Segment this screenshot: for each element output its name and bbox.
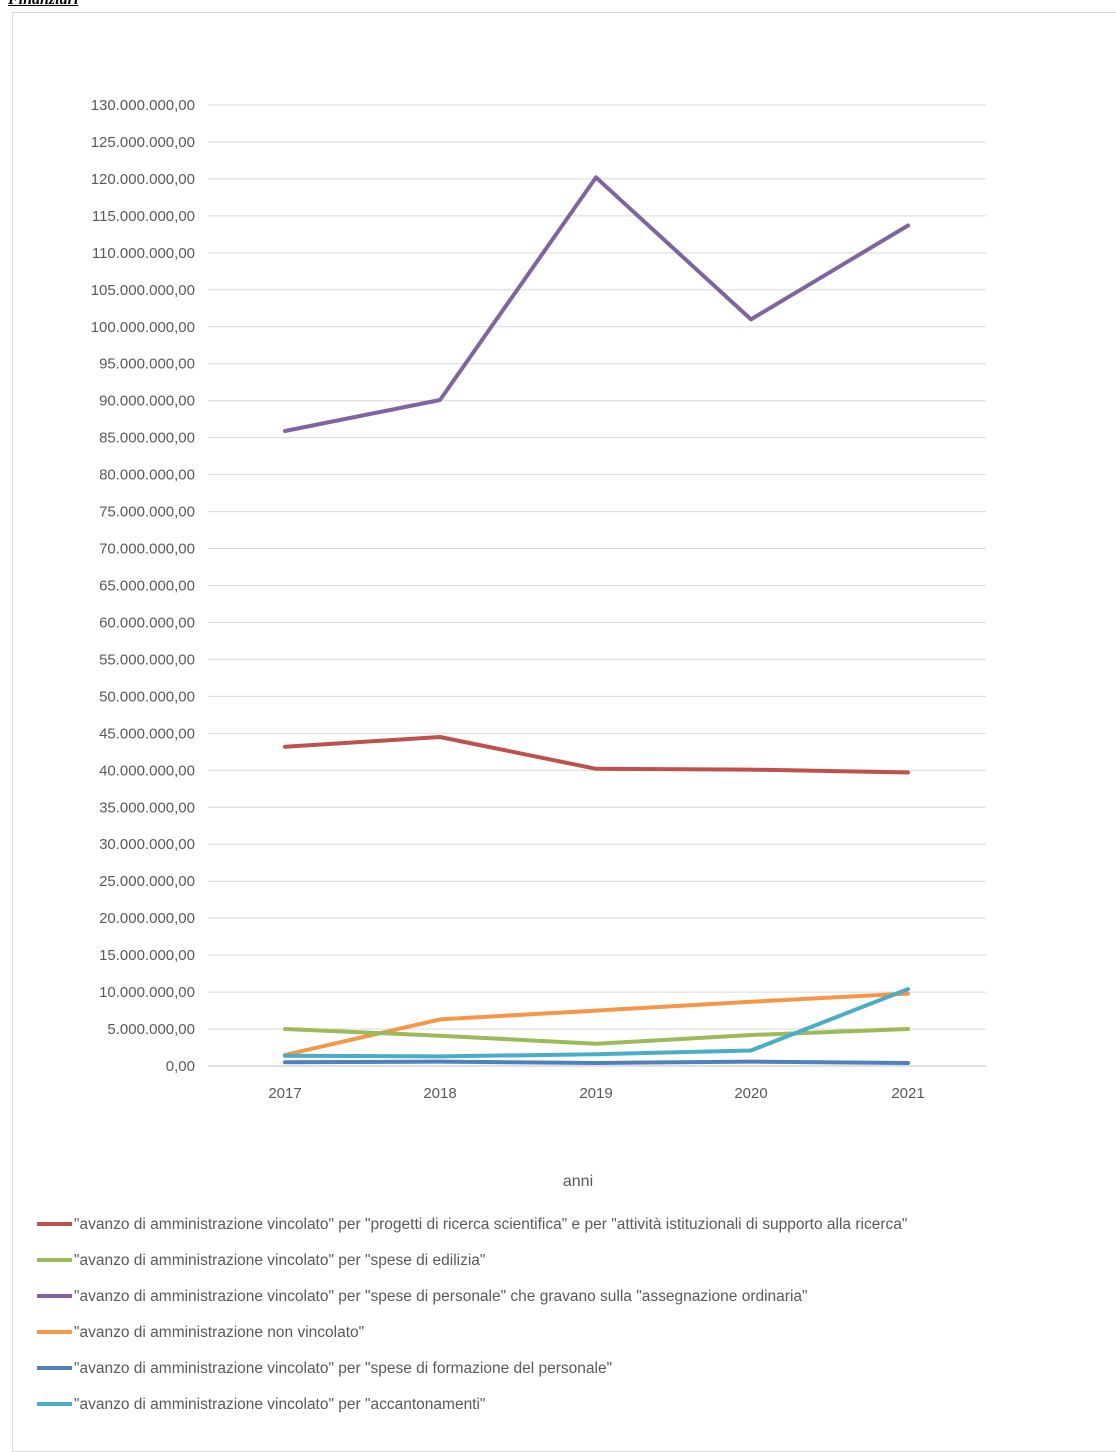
series-lines	[283, 175, 910, 1065]
y-tick-label: 90.000.000,00	[99, 393, 195, 410]
y-tick-label: 35.000.000,00	[99, 799, 195, 816]
series-line	[283, 1027, 910, 1046]
legend-label: "avanzo di amministrazione non vincolato…	[74, 1324, 364, 1341]
x-tick-label: 2018	[423, 1085, 456, 1102]
y-tick-label: 125.000.000,00	[91, 134, 195, 151]
y-tick-label: 0,00	[166, 1058, 195, 1075]
x-axis-ticks: 2017 2018 2019 2020 2021	[268, 1085, 924, 1102]
x-tick-label: 2019	[579, 1085, 612, 1102]
y-tick-label: 70.000.000,00	[99, 541, 195, 558]
y-tick-label: 130.000.000,00	[91, 97, 195, 114]
y-tick-label: 115.000.000,00	[92, 208, 195, 225]
y-tick-label: 60.000.000,00	[99, 614, 195, 631]
y-tick-label: 55.000.000,00	[99, 651, 195, 668]
y-tick-label: 105.000.000,00	[91, 282, 195, 299]
y-axis-ticks: 0,00 5.000.000,00 10.000.000,00 15.000.000,…	[91, 97, 195, 1075]
gridlines	[208, 104, 986, 1067]
y-tick-label: 5.000.000,00	[107, 1021, 195, 1038]
y-tick-label: 10.000.000,00	[99, 984, 195, 1001]
y-tick-label: 80.000.000,00	[99, 467, 195, 484]
legend-label: "avanzo di amministrazione vincolato" pe…	[74, 1288, 808, 1305]
y-tick-label: 85.000.000,00	[99, 430, 195, 447]
y-tick-label: 100.000.000,00	[91, 319, 195, 336]
legend-label: "avanzo di amministrazione vincolato" pe…	[74, 1252, 485, 1269]
x-tick-label: 2017	[268, 1085, 301, 1102]
y-tick-label: 65.000.000,00	[99, 578, 195, 595]
y-tick-label: 30.000.000,00	[99, 836, 195, 853]
legend-label: "avanzo di amministrazione vincolato" pe…	[74, 1360, 612, 1377]
legend-label: "avanzo di amministrazione vincolato" pe…	[74, 1396, 485, 1413]
series-line	[283, 175, 910, 433]
series-line	[283, 1059, 910, 1065]
legend: "avanzo di amministrazione vincolato" pe…	[37, 1216, 907, 1413]
series-line	[283, 987, 910, 1059]
document-header: Finanziari	[0, 0, 1116, 14]
y-tick-label: 120.000.000,00	[91, 171, 195, 188]
y-tick-label: 50.000.000,00	[99, 688, 195, 705]
y-tick-label: 40.000.000,00	[99, 762, 195, 779]
y-tick-label: 25.000.000,00	[99, 873, 195, 890]
document-header-text: Finanziari	[8, 0, 78, 9]
series-line	[283, 735, 910, 775]
y-tick-label: 45.000.000,00	[99, 725, 195, 742]
legend-label: "avanzo di amministrazione vincolato" pe…	[74, 1216, 907, 1233]
series-line	[283, 991, 910, 1057]
x-tick-label: 2020	[734, 1085, 767, 1102]
y-tick-label: 20.000.000,00	[99, 910, 195, 927]
y-tick-label: 95.000.000,00	[99, 356, 195, 373]
x-tick-label: 2021	[891, 1085, 924, 1102]
x-axis-title: anni	[563, 1173, 593, 1190]
y-tick-label: 15.000.000,00	[99, 947, 195, 964]
y-tick-label: 110.000.000,00	[92, 245, 195, 262]
y-tick-label: 75.000.000,00	[99, 504, 195, 521]
